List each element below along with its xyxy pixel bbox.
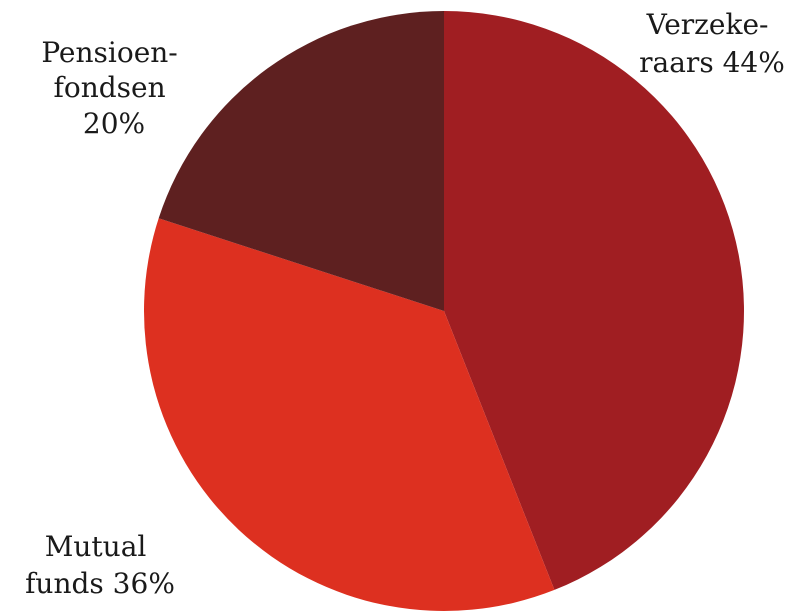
- slice-label-line: fondsen: [53, 71, 165, 104]
- slice-label-line: raars 44%: [639, 46, 785, 79]
- slice-label-verzekeraars: Verzeke- raars 44%: [639, 8, 785, 79]
- slice-label-line: 20%: [83, 107, 145, 140]
- pie-slice-2: [158, 11, 444, 311]
- slice-label-line: Verzeke-: [646, 8, 769, 41]
- slice-label-line: Pensioen-: [41, 36, 177, 69]
- pie-slice-1: [143, 218, 555, 611]
- pie-slices: [143, 11, 745, 611]
- slice-label-mutual-funds: Mutual funds 36%: [25, 530, 175, 600]
- slice-label-line: Mutual: [45, 530, 147, 563]
- slice-label-pensioenfondsen: Pensioen- fondsen 20%: [41, 36, 186, 140]
- pie-labels: Verzeke- raars 44% Mutual funds 36% Pens…: [25, 8, 785, 600]
- pie-slice-0: [444, 11, 745, 590]
- slice-label-line: funds 36%: [25, 567, 175, 600]
